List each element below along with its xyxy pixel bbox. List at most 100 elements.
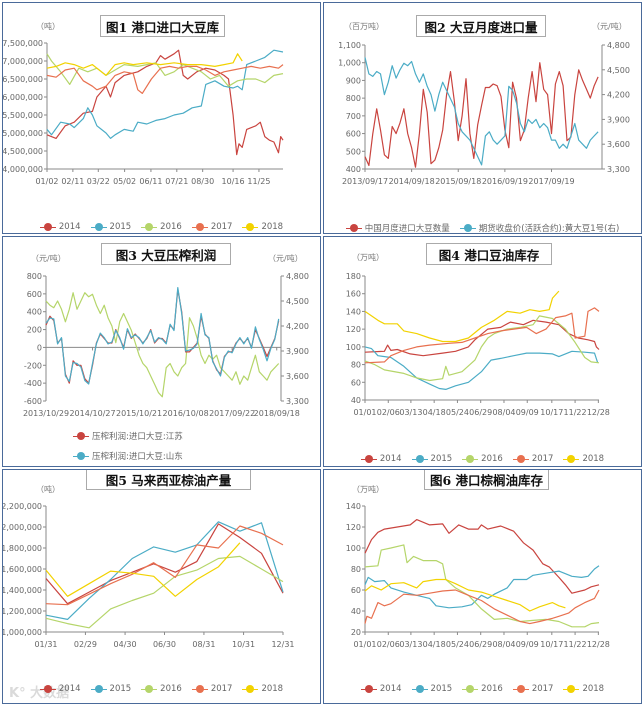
legend-item[interactable]: 2016 <box>462 684 503 694</box>
legend-item[interactable]: 中国月度进口大豆数量 <box>345 222 450 233</box>
x-tick-label: 2015/09/18 <box>435 177 481 186</box>
series-line-2 <box>45 521 284 620</box>
y-tick-label: 1,400,000 <box>3 586 42 595</box>
legend-item[interactable]: 压榨利润:进口大豆:江苏 <box>73 430 183 442</box>
y2-tick-label: 3,900 <box>607 115 630 124</box>
legend-item[interactable]: 2015 <box>90 684 132 694</box>
legend-marker-icon <box>39 223 56 231</box>
y-tick-label: 1,000,000 <box>3 628 42 637</box>
y-tick-label: 500 <box>346 147 361 156</box>
legend-item[interactable]: 期货收盘价(活跃合约):黄大豆1号(右) <box>459 222 619 233</box>
legend-marker-icon <box>563 455 580 463</box>
legend-marker-icon <box>512 685 529 693</box>
legend-item[interactable]: 压榨利润:进口大豆:山东 <box>73 450 183 462</box>
x-tick-label: 02/06 <box>377 640 400 649</box>
legend-item[interactable]: 2018 <box>563 684 604 694</box>
legend-item[interactable]: 2017 <box>512 454 553 464</box>
y2-tick-label: 4,200 <box>607 91 630 100</box>
x-tick-label: 11/22 <box>564 640 587 649</box>
legend-item[interactable]: 2016 <box>462 454 503 464</box>
legend-label: 2015 <box>109 684 132 694</box>
legend-marker-icon <box>462 455 479 463</box>
legend-item[interactable]: 2018 <box>242 222 283 232</box>
legend-marker-icon <box>563 685 580 693</box>
series-line-1 <box>364 62 599 168</box>
legend-item[interactable]: 2018 <box>242 684 283 694</box>
y-tick-label: 160 <box>346 290 361 299</box>
legend-item[interactable]: 2016 <box>141 684 182 694</box>
chart-panel-2: 400 500 600 700 800 900 1,000 1,100 3,300 3,600 3,… <box>323 2 642 234</box>
legend-item[interactable]: 2015 <box>411 684 452 694</box>
y-tick-label: 100 <box>346 544 361 553</box>
chart-legend: 中国月度进口大豆数量 期货收盘价(活跃合约):黄大豆1号(右) <box>324 222 641 233</box>
chart-panel-3: -600 -400 -200 0 200 400 600 800 3,300 3,600 3,900… <box>2 236 321 467</box>
legend-marker-icon <box>191 223 208 231</box>
x-tick-label: 06/29 <box>469 640 492 649</box>
x-tick-label: 10/17 <box>540 640 563 649</box>
x-tick-label: 02/06 <box>377 408 400 417</box>
unit-label-left: （万吨） <box>352 485 384 494</box>
x-tick-label: 11/22 <box>564 408 587 417</box>
x-tick-label: 05/24 <box>446 640 469 649</box>
legend-label: 压榨利润:进口大豆:山东 <box>92 452 183 462</box>
y2-tick-label: 3,300 <box>286 397 309 406</box>
legend-marker-icon <box>141 223 158 231</box>
y-tick-label: -600 <box>24 397 42 406</box>
legend-marker-icon <box>512 455 529 463</box>
y-tick-label: 5,000,000 <box>3 129 43 138</box>
legend-marker-icon <box>73 452 89 460</box>
y-tick-label: -200 <box>24 361 42 370</box>
legend-marker-icon <box>90 685 107 693</box>
y-tick-label: 6,000,000 <box>3 93 43 102</box>
x-tick-label: 06/11 <box>139 177 162 186</box>
legend-item[interactable]: 2015 <box>411 454 452 464</box>
unit-label-left: （吨） <box>36 485 60 494</box>
legend-item[interactable]: 2017 <box>191 684 232 694</box>
y-tick-label: 0 <box>37 343 42 352</box>
chart-panel-6: 20 40 60 80 100 120 140 01/01 02/06 03/13 04/18 05/… <box>323 469 642 704</box>
unit-label-left: （吨） <box>36 22 60 31</box>
chart-legend: 2014 2015 2016 2017 2018 <box>324 454 641 464</box>
legend-item[interactable]: 2014 <box>360 454 402 464</box>
y-tick-label: 7,000,000 <box>3 57 43 66</box>
x-tick-label: 06/29 <box>469 408 492 417</box>
x-tick-label: 08/31 <box>192 640 215 649</box>
legend-item[interactable]: 2014 <box>39 222 81 232</box>
legend-marker-icon <box>90 223 107 231</box>
series-line-1 <box>45 292 280 398</box>
series-line-5 <box>46 53 243 77</box>
legend-item[interactable]: 2014 <box>39 684 81 694</box>
x-tick-label: 2016/09/19 <box>482 177 528 186</box>
legend-label: 2016 <box>160 222 182 232</box>
series-line-1 <box>364 319 600 357</box>
series-line-4 <box>364 589 600 625</box>
x-tick-label: 09/09 <box>516 640 539 649</box>
y-tick-label: 140 <box>346 502 361 511</box>
legend-marker-icon <box>462 685 479 693</box>
x-tick-label: 08/04 <box>492 408 515 417</box>
legend-marker-icon <box>141 685 158 693</box>
legend-label: 2014 <box>58 684 81 694</box>
x-tick-label: 2017/09/19 <box>528 177 574 186</box>
chart-legend: 压榨利润:进口大豆:江苏压榨利润:进口大豆:山东期货收盘价(活跃合约):黄大豆1… <box>3 430 320 466</box>
x-tick-label: 01/02 <box>35 177 58 186</box>
series-line-2 <box>364 565 600 609</box>
legend-item[interactable]: 2015 <box>90 222 131 232</box>
legend-item[interactable]: 2017 <box>512 684 553 694</box>
legend-label: 2014 <box>379 454 402 464</box>
legend-item[interactable]: 2014 <box>360 684 402 694</box>
legend-item[interactable]: 2016 <box>141 222 182 232</box>
x-tick-label: 03/13 <box>399 408 422 417</box>
x-tick-label: 12/31 <box>271 640 294 649</box>
series-line-5 <box>364 290 560 343</box>
legend-marker-icon <box>411 455 428 463</box>
series-line-3 <box>364 315 600 382</box>
y-tick-label: 1,100 <box>338 41 361 50</box>
y-tick-label: 40 <box>351 396 361 405</box>
legend-item[interactable]: 2018 <box>563 454 604 464</box>
chart-title: 图3 大豆压榨利润 <box>101 243 231 265</box>
y-tick-label: -400 <box>24 379 42 388</box>
unit-label-left: （百万吨） <box>344 22 384 31</box>
y-tick-label: 2,000,000 <box>3 523 42 532</box>
legend-item[interactable]: 2017 <box>191 222 232 232</box>
